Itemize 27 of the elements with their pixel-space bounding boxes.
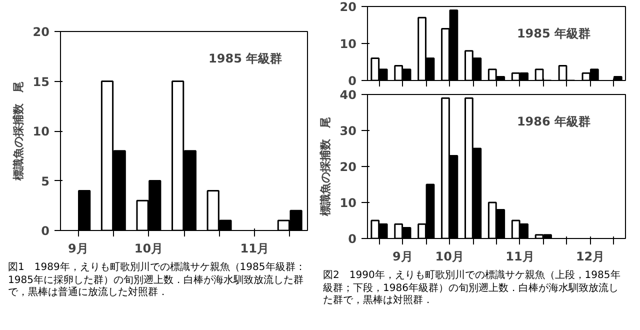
text: 1986 年級群 bbox=[516, 114, 591, 128]
x-tick-label: 10月 bbox=[435, 250, 464, 264]
caption: 図2 1990年，えりも町歌別川での標識サケ親魚（上段，1985年級群；下段，1986年級群）の旬別遡上数．白棒が海水馴致放流した群で，黒棒は対照群． bbox=[323, 270, 622, 308]
y-tick-label: 30 bbox=[340, 124, 357, 138]
caption: 図1 1989年，えりも町歌別川での標識サケ親魚（1985年級群：1985年に採卵した群）の旬別遡上数．白棒が海水馴致放流した群で，黒棒は普通に放流した対照群． bbox=[8, 262, 306, 300]
y-tick-label: 20 bbox=[340, 0, 357, 14]
text: 1985 年級群 bbox=[208, 52, 282, 66]
x-tick-label: 10月 bbox=[134, 242, 164, 256]
x-tick-label: 11月 bbox=[240, 242, 269, 256]
x-tick-label: 11月 bbox=[506, 250, 534, 264]
x-tick-label: 9月 bbox=[392, 250, 413, 264]
y-tick-label: 5 bbox=[41, 174, 50, 188]
y-tick-label: 0 bbox=[41, 224, 50, 238]
y-tick-label: 15 bbox=[32, 74, 50, 89]
y-tick-label: 10 bbox=[340, 196, 357, 210]
y-tick-label: 0 bbox=[348, 232, 357, 246]
y-tick-label: 40 bbox=[340, 88, 357, 102]
y-axis-title: 標識魚の採捕数 尾 bbox=[318, 117, 332, 217]
y-tick-label: 0 bbox=[348, 74, 357, 88]
text: 1985 年級群 bbox=[516, 26, 591, 40]
x-tick-label: 12月 bbox=[576, 250, 605, 264]
y-tick-label: 20 bbox=[340, 160, 357, 174]
x-tick-label: 9月 bbox=[68, 242, 88, 256]
y-axis-title: 標識魚の採捕数 尾 bbox=[12, 82, 25, 182]
y-tick-label: 10 bbox=[340, 37, 357, 51]
y-tick-label: 10 bbox=[32, 124, 50, 138]
y-tick-label: 20 bbox=[32, 25, 50, 39]
